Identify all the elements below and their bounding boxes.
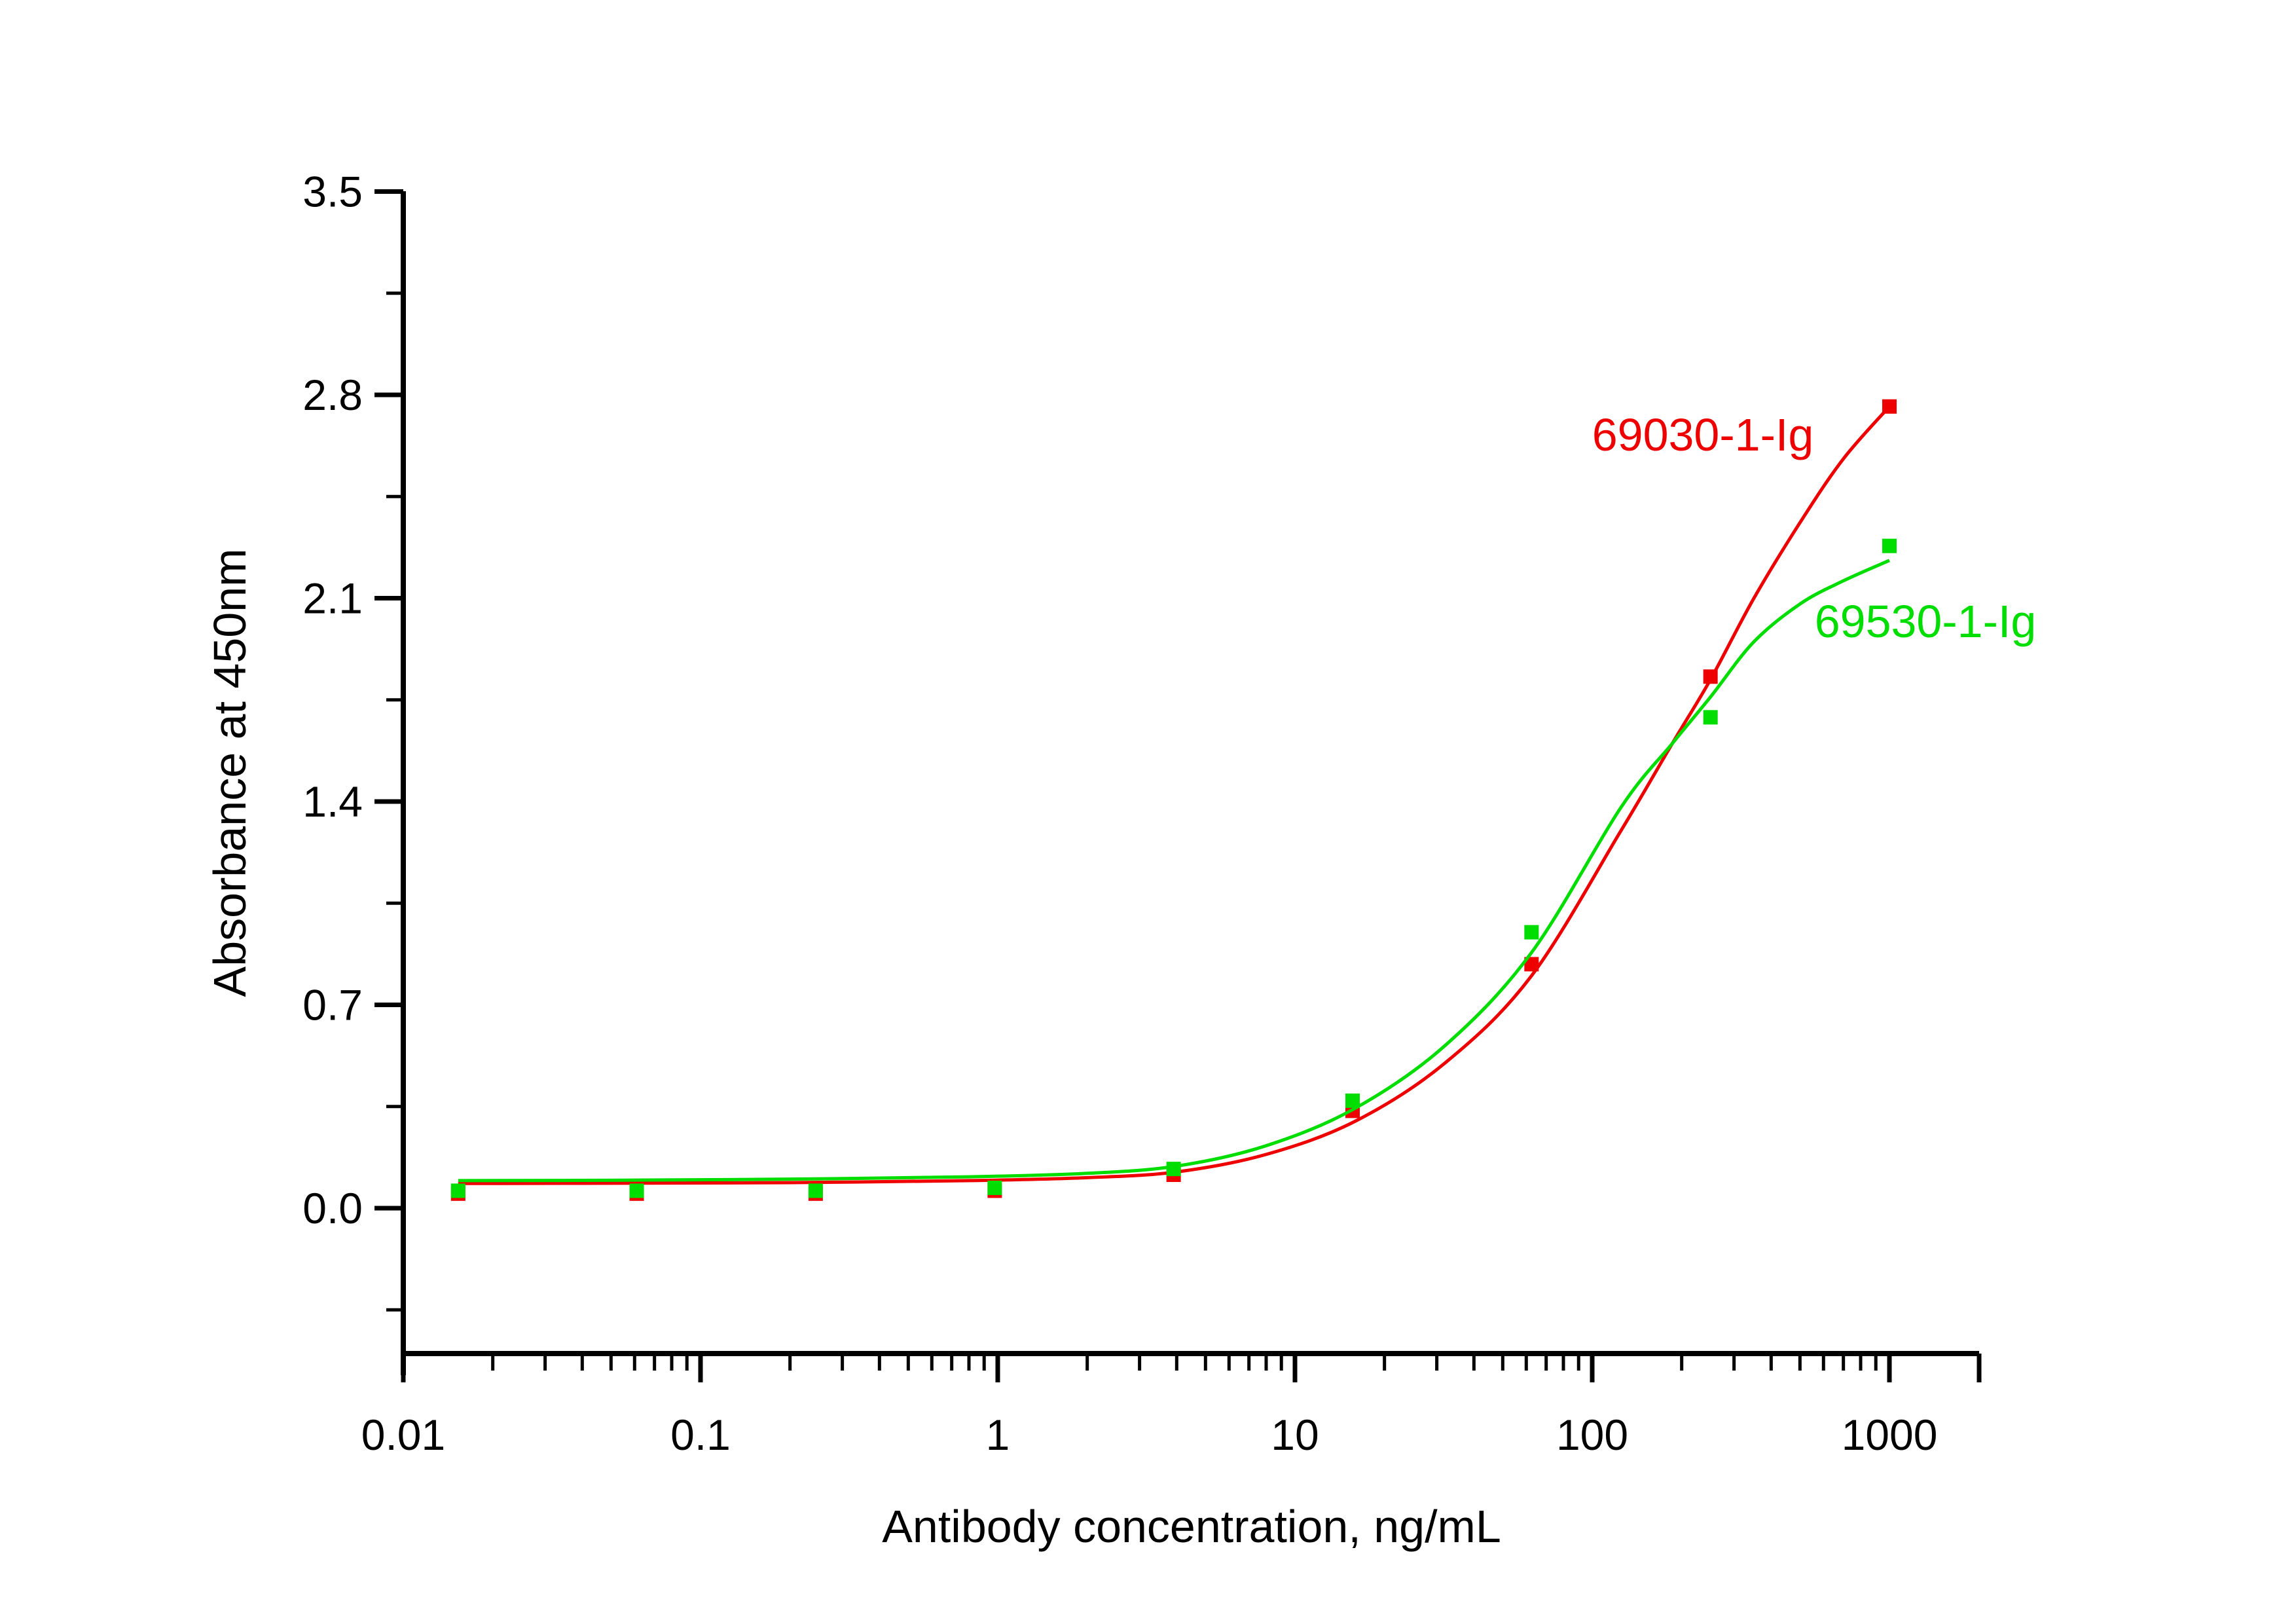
data-point-69530-1-Ig [629,1183,644,1198]
data-point-69030-1-Ig [1703,669,1718,684]
data-point-69530-1-Ig [1703,710,1718,725]
series-69530-1-Ig [450,538,1897,1198]
series-69030-1-Ig [450,399,1897,1201]
x-tick-label: 1000 [1842,1411,1938,1459]
y-tick-label: 3.5 [302,168,363,216]
data-point-69530-1-Ig [1524,925,1539,940]
data-point-69530-1-Ig [1882,538,1897,553]
series-label-69030-1-Ig: 69030-1-Ig [1592,409,1814,460]
x-tick-label: 0.1 [670,1411,731,1459]
data-series [450,399,1897,1201]
data-point-69530-1-Ig [1166,1162,1181,1177]
fit-curve-69030-1-Ig [458,405,1891,1185]
x-tick-label: 0.01 [361,1411,445,1459]
axes: 3.5 2.8 2.1 1.4 0.7 0.0 0.01 0.1 1 10 100 1000 [302,168,1982,1459]
y-tick-label: 2.8 [302,371,363,419]
fit-curve-69530-1-Ig [458,559,1891,1183]
y-tick-label: 0.0 [302,1184,363,1232]
y-tick-label: 1.4 [302,777,363,826]
x-tick-label: 1 [986,1411,1010,1459]
y-tick-label: 0.7 [302,981,363,1029]
x-tick-label: 100 [1556,1411,1628,1459]
data-point-69030-1-Ig [1882,399,1897,414]
data-point-69530-1-Ig [1345,1093,1360,1108]
x-tick-label: 10 [1271,1411,1319,1459]
data-point-69530-1-Ig [808,1183,823,1198]
y-tick-label: 2.1 [302,574,363,623]
data-point-69530-1-Ig [450,1183,465,1198]
series-label-69530-1-Ig: 69530-1-Ig [1815,596,2037,647]
data-point-69030-1-Ig [1524,957,1539,972]
y-axis-title: Absorbance at 450nm [204,549,255,997]
x-axis-title: Antibody concentration, ng/mL [882,1501,1501,1552]
data-point-69530-1-Ig [987,1180,1002,1195]
